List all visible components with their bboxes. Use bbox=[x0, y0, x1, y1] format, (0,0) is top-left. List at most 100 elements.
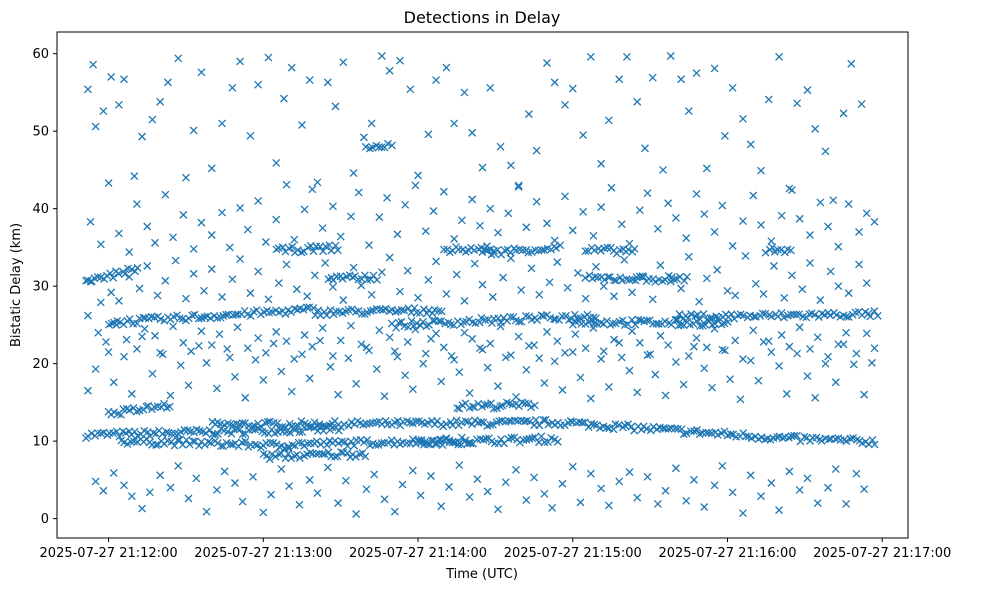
data-point-x-marker bbox=[123, 439, 132, 448]
data-point-x-marker bbox=[677, 75, 686, 84]
data-point-x-marker bbox=[477, 417, 486, 426]
data-point-x-marker bbox=[339, 58, 348, 67]
data-point-x-marker bbox=[659, 165, 667, 174]
data-point-x-marker bbox=[295, 500, 304, 509]
data-point-x-marker bbox=[192, 474, 201, 483]
data-point-x-marker bbox=[315, 420, 324, 429]
data-point-x-marker bbox=[780, 293, 789, 302]
data-point-x-marker bbox=[496, 318, 505, 327]
data-point-x-marker bbox=[723, 286, 732, 295]
data-point-x-marker bbox=[610, 276, 619, 285]
data-point-x-marker bbox=[297, 248, 306, 257]
data-point-x-marker bbox=[439, 343, 448, 352]
data-point-x-marker bbox=[590, 320, 598, 329]
data-point-x-marker bbox=[298, 121, 306, 129]
data-point-x-marker bbox=[265, 308, 274, 317]
data-point-x-marker bbox=[438, 441, 447, 450]
data-point-x-marker bbox=[325, 241, 334, 250]
data-point-x-marker bbox=[205, 426, 214, 435]
data-point-x-marker bbox=[627, 315, 636, 324]
data-point-x-marker bbox=[486, 420, 495, 429]
data-point-x-marker bbox=[356, 450, 364, 458]
data-point-x-marker bbox=[604, 116, 613, 125]
data-point-x-marker bbox=[202, 507, 211, 516]
data-point-x-marker bbox=[248, 422, 257, 431]
data-point-x-marker bbox=[568, 320, 577, 329]
data-point-x-marker bbox=[628, 327, 637, 336]
data-point-x-marker bbox=[310, 271, 319, 280]
data-point-x-marker bbox=[163, 78, 172, 87]
data-point-x-marker bbox=[442, 420, 451, 428]
data-point-x-marker bbox=[86, 217, 95, 226]
data-point-x-marker bbox=[138, 132, 147, 141]
data-point-x-marker bbox=[478, 280, 487, 289]
data-point-x-marker bbox=[692, 69, 701, 78]
data-point-x-marker bbox=[868, 436, 877, 444]
data-point-x-marker bbox=[633, 388, 642, 397]
data-point-x-marker bbox=[277, 465, 286, 473]
data-point-x-marker bbox=[109, 273, 118, 282]
data-point-x-marker bbox=[860, 390, 869, 399]
data-point-x-marker bbox=[115, 432, 124, 441]
data-point-x-marker bbox=[122, 335, 131, 344]
data-point-x-marker bbox=[561, 100, 569, 109]
data-point-x-marker bbox=[826, 267, 835, 276]
data-point-x-marker bbox=[322, 311, 331, 320]
data-point-x-marker bbox=[375, 326, 384, 335]
data-point-x-marker bbox=[751, 279, 760, 288]
data-point-x-marker bbox=[365, 144, 374, 153]
data-point-x-marker bbox=[793, 99, 802, 108]
data-point-x-marker bbox=[672, 315, 681, 324]
data-point-x-marker bbox=[589, 231, 598, 240]
data-point-x-marker bbox=[643, 472, 652, 481]
data-point-x-marker bbox=[175, 435, 184, 444]
data-point-x-marker bbox=[295, 454, 304, 463]
data-point-x-marker bbox=[764, 95, 773, 104]
data-point-x-marker bbox=[521, 399, 530, 408]
data-point-x-marker bbox=[282, 337, 291, 346]
data-point-x-marker bbox=[497, 435, 506, 444]
data-point-x-marker bbox=[550, 78, 559, 87]
data-point-x-marker bbox=[264, 53, 273, 62]
data-point-x-marker bbox=[171, 429, 179, 438]
data-point-x-marker bbox=[243, 344, 252, 353]
data-point-x-marker bbox=[651, 277, 660, 286]
data-point-x-marker bbox=[380, 392, 389, 401]
data-point-x-marker bbox=[517, 317, 526, 326]
data-point-x-marker bbox=[110, 408, 119, 417]
data-point-x-marker bbox=[343, 442, 352, 451]
data-point-x-marker bbox=[507, 433, 516, 442]
data-point-x-marker bbox=[627, 422, 636, 431]
data-point-x-marker bbox=[775, 362, 784, 370]
data-point-x-marker bbox=[125, 315, 134, 324]
data-point-x-marker bbox=[393, 352, 402, 361]
data-point-x-marker bbox=[759, 337, 768, 346]
data-point-x-marker bbox=[323, 463, 332, 472]
data-point-x-marker bbox=[767, 312, 776, 321]
data-point-x-marker bbox=[777, 331, 786, 339]
data-point-x-marker bbox=[143, 262, 152, 270]
data-point-x-marker bbox=[824, 435, 833, 444]
data-point-x-marker bbox=[334, 499, 343, 508]
data-point-x-marker bbox=[97, 429, 106, 438]
data-point-x-marker bbox=[824, 222, 833, 231]
data-point-x-marker bbox=[424, 276, 433, 284]
data-point-x-marker bbox=[162, 428, 171, 436]
data-point-x-marker bbox=[207, 265, 216, 274]
data-point-x-marker bbox=[870, 440, 879, 449]
data-point-x-marker bbox=[161, 190, 170, 199]
data-point-x-marker bbox=[265, 455, 274, 464]
data-point-x-marker bbox=[495, 417, 504, 426]
data-point-x-marker bbox=[532, 415, 540, 424]
data-point-x-marker bbox=[706, 314, 715, 323]
data-point-x-marker bbox=[403, 337, 412, 346]
data-point-x-marker bbox=[411, 181, 420, 190]
data-point-x-marker bbox=[675, 310, 684, 319]
data-point-x-marker bbox=[271, 452, 280, 461]
data-point-x-marker bbox=[803, 474, 812, 483]
data-point-x-marker bbox=[618, 316, 627, 325]
data-point-x-marker bbox=[287, 454, 296, 463]
data-point-x-marker bbox=[468, 195, 477, 204]
data-point-x-marker bbox=[238, 419, 247, 428]
data-point-x-marker bbox=[816, 296, 825, 305]
